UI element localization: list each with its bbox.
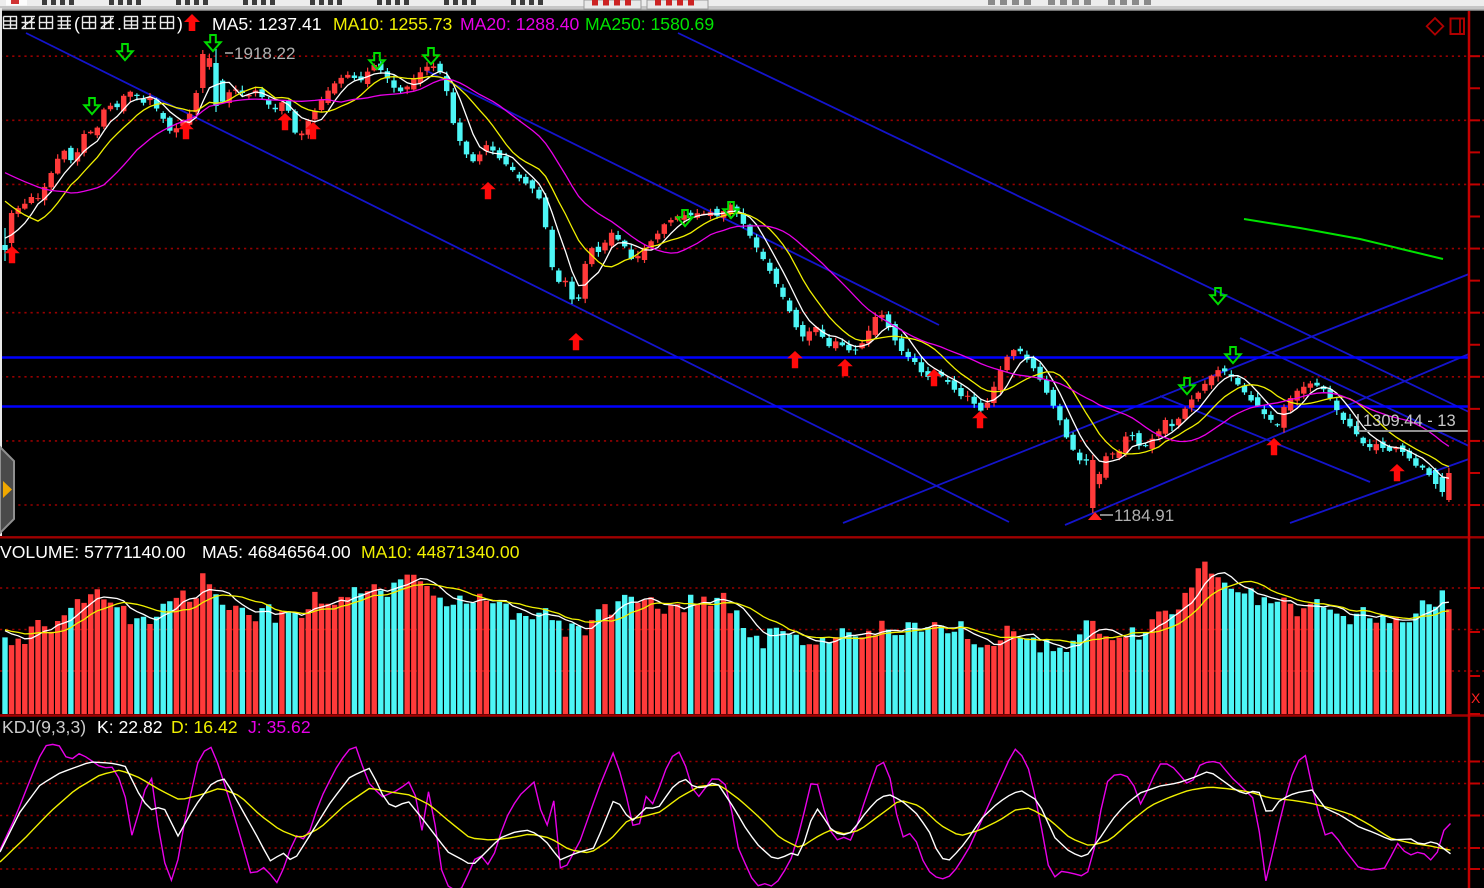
svg-text:(: ( — [74, 14, 80, 34]
svg-text:MA20: 1288.40: MA20: 1288.40 — [460, 14, 580, 34]
svg-text:): ) — [177, 14, 183, 34]
svg-text:1918.22: 1918.22 — [234, 44, 295, 63]
svg-text:.: . — [117, 14, 122, 34]
svg-text:MA5: 1237.41: MA5: 1237.41 — [212, 14, 322, 34]
svg-text:1309.44 - 13: 1309.44 - 13 — [1363, 412, 1456, 430]
svg-text:VOLUME: 57771140.00: VOLUME: 57771140.00 — [0, 542, 186, 562]
svg-text:MA5: 46846564.00: MA5: 46846564.00 — [202, 542, 351, 562]
svg-text:K: 22.82: K: 22.82 — [97, 717, 163, 737]
svg-text:MA250: 1580.69: MA250: 1580.69 — [585, 14, 714, 34]
svg-text:X: X — [1471, 690, 1481, 706]
svg-text:J: 35.62: J: 35.62 — [248, 717, 311, 737]
svg-text:MA10: 1255.73: MA10: 1255.73 — [333, 14, 453, 34]
svg-text:KDJ(9,3,3): KDJ(9,3,3) — [2, 717, 86, 737]
svg-text:1184.91: 1184.91 — [1114, 506, 1174, 525]
svg-text:MA10: 44871340.00: MA10: 44871340.00 — [361, 542, 520, 562]
svg-text:D: 16.42: D: 16.42 — [171, 717, 238, 737]
